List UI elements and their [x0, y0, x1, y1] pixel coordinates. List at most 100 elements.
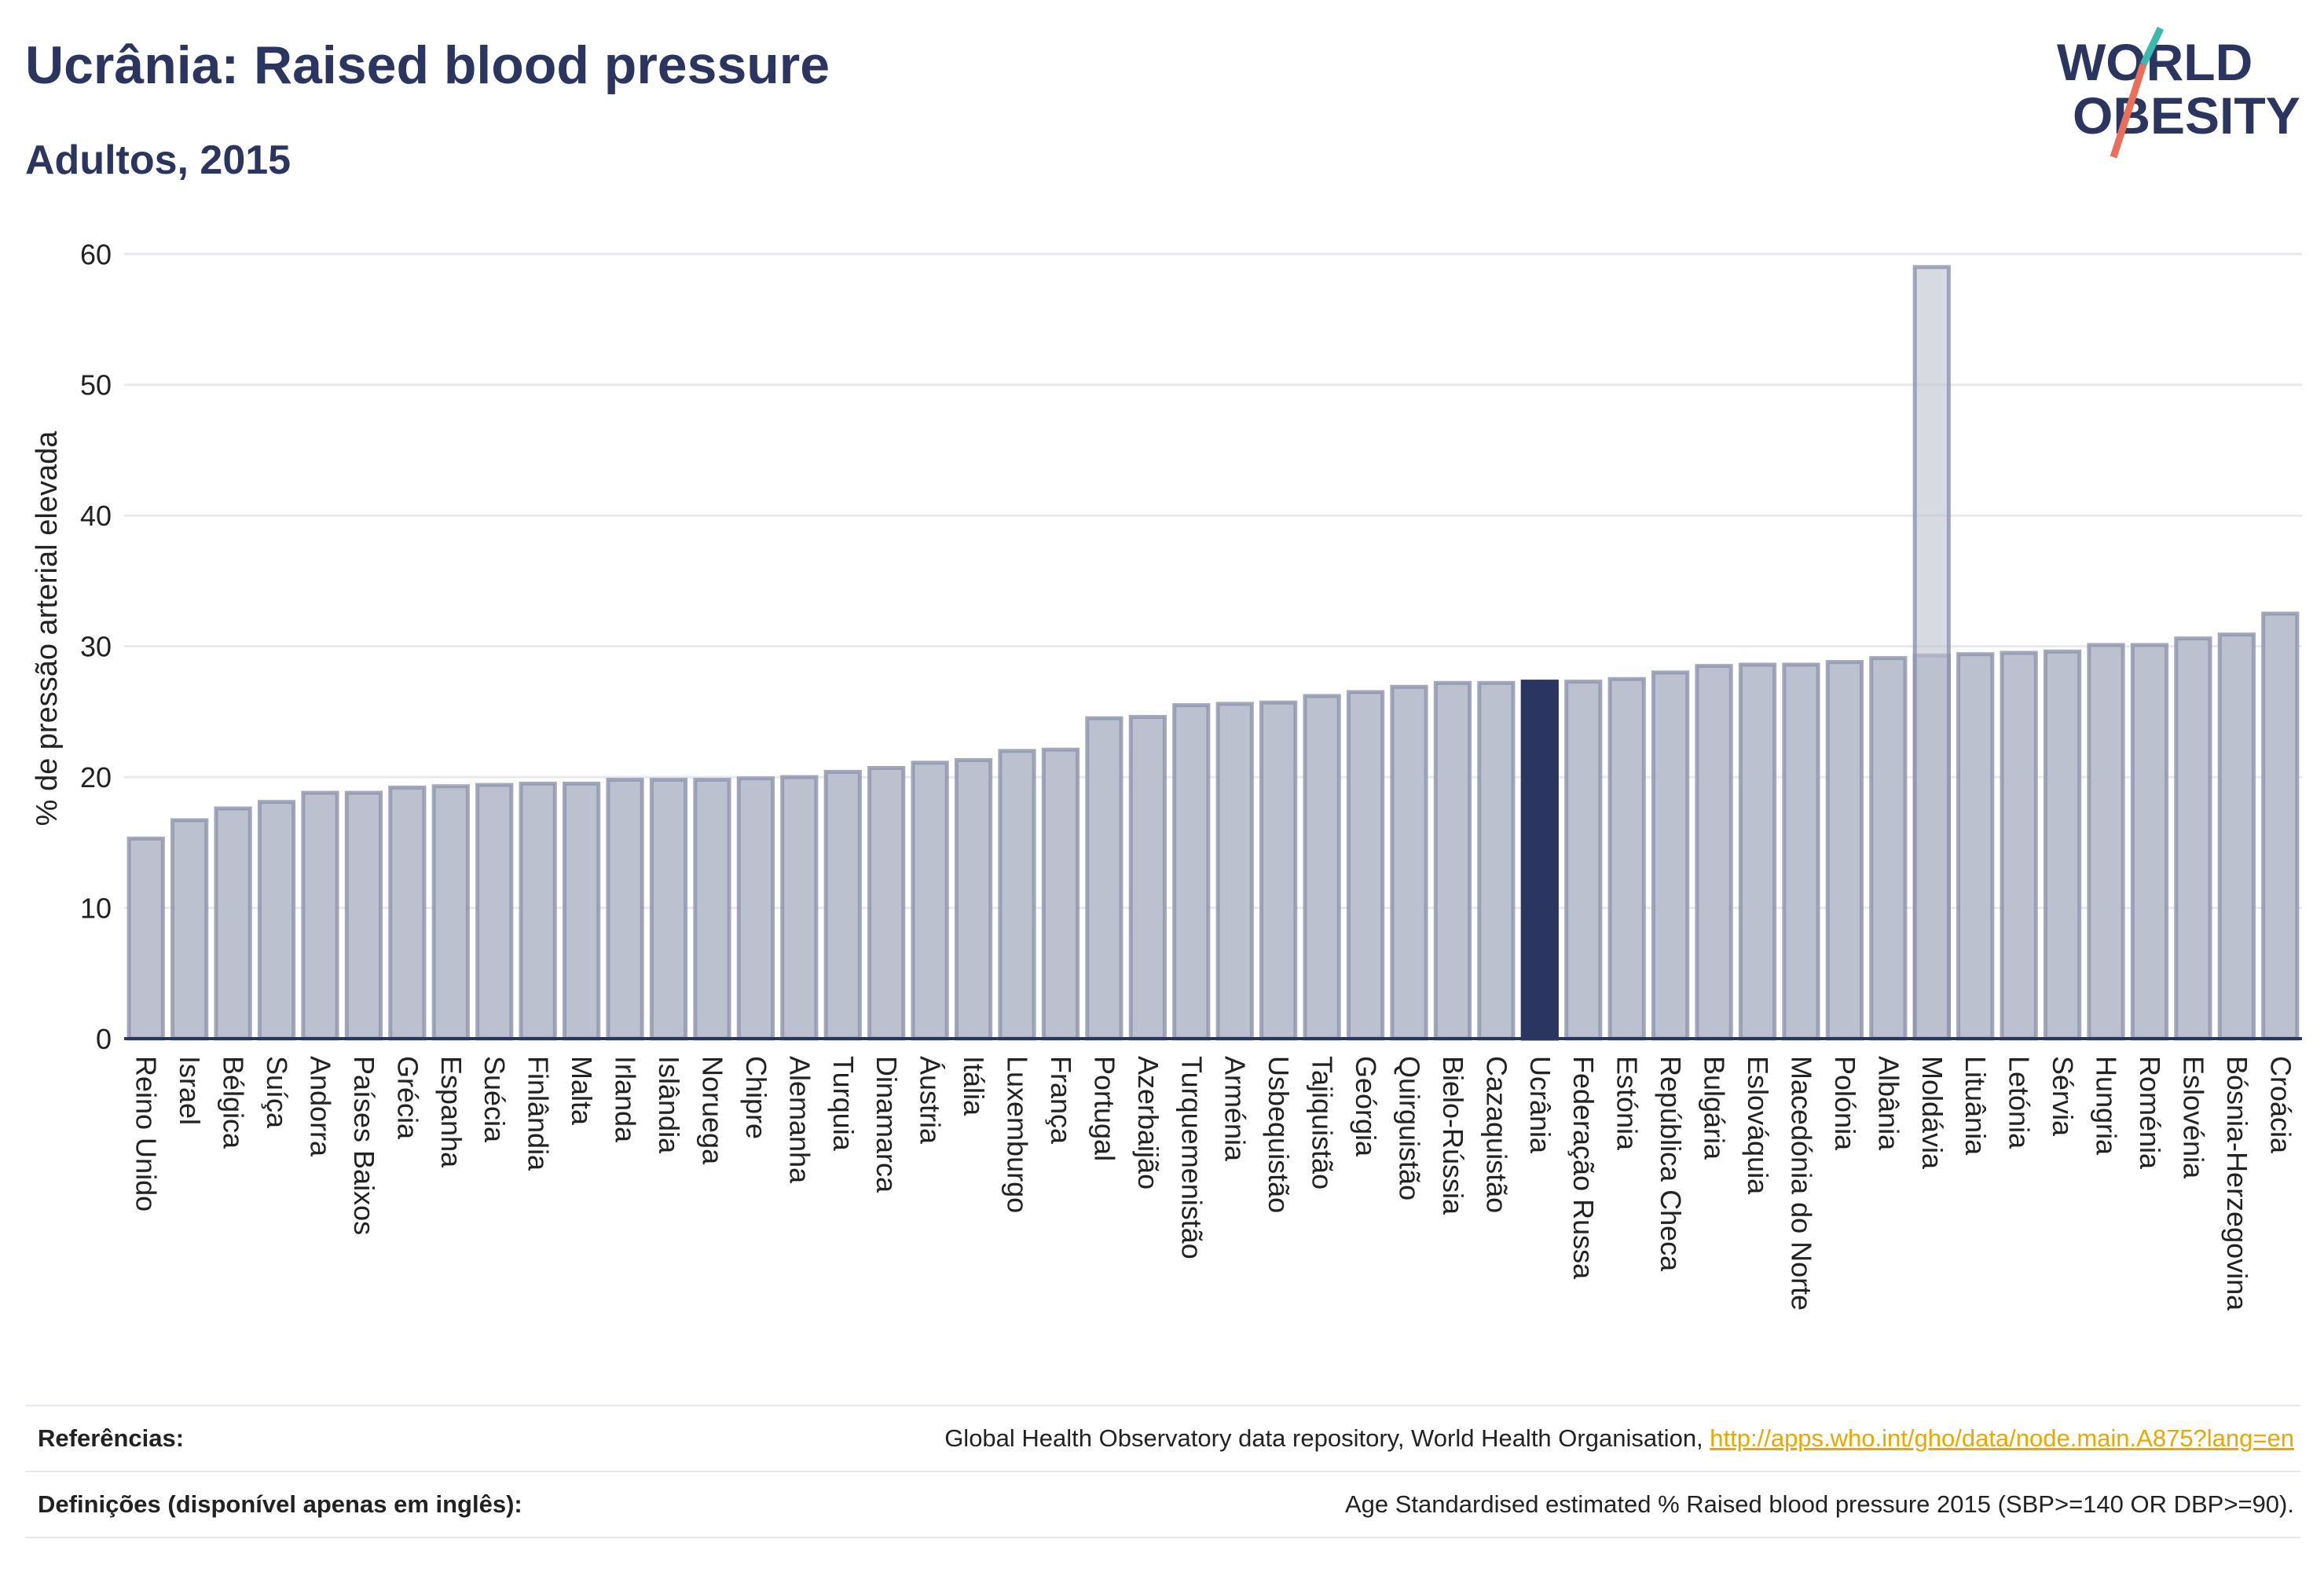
bar [431, 784, 470, 1041]
x-tick-label: Finlândia [522, 1056, 555, 1171]
x-tick-label: Ucrânia [1524, 1056, 1556, 1154]
x-tick-label: Arménia [1219, 1056, 1252, 1162]
bar [257, 800, 296, 1041]
x-tick-label: Hungria [2091, 1056, 2123, 1156]
bar [1390, 684, 1428, 1041]
bar [1215, 702, 1254, 1041]
logo-slash-lower [2110, 63, 2147, 159]
x-tick-label: Chipre [740, 1056, 772, 1139]
footer-divider-bottom [25, 1537, 2300, 1538]
bar [2000, 651, 2038, 1041]
y-tick-label: 40 [80, 500, 112, 532]
world-obesity-logo: WORLD OBESITY [2057, 27, 2300, 159]
bar [998, 749, 1036, 1041]
x-tick-label: Azerbaijão [1132, 1056, 1164, 1189]
x-tick-label: Andorra [304, 1056, 336, 1157]
y-tick-label: 20 [80, 761, 112, 793]
bar [736, 776, 775, 1041]
bar [2217, 632, 2256, 1041]
x-tick-label: Quirguistão [1393, 1056, 1425, 1200]
bar [1825, 660, 1864, 1041]
x-tick-label: Malta [566, 1056, 598, 1126]
bar [1041, 747, 1080, 1041]
x-tick-label: Suécia [478, 1056, 511, 1143]
footer-divider-top [25, 1405, 2300, 1406]
bar [1303, 694, 1341, 1041]
bar [519, 781, 557, 1041]
x-tick-label: França [1045, 1056, 1077, 1145]
references-link[interactable]: http://apps.who.int/gho/data/node.main.A… [1710, 1424, 2294, 1452]
x-tick-label: Federação Russa [1567, 1056, 1600, 1280]
chart-subtitle: Adultos, 2015 [25, 137, 291, 183]
x-tick-label: Sérvia [2047, 1056, 2079, 1137]
bar [2087, 643, 2125, 1041]
x-tick-label: Turquemenistão [1175, 1056, 1208, 1259]
y-tick-label: 60 [80, 238, 112, 270]
bar [1477, 680, 1516, 1041]
x-tick-label: Eslováquia [1742, 1056, 1774, 1195]
bar [649, 777, 688, 1041]
bar [126, 836, 165, 1041]
x-tick-label: Islândia [653, 1056, 685, 1154]
references-text: Global Health Observatory data repositor… [944, 1424, 1710, 1452]
x-tick-label: Geórgia [1350, 1056, 1382, 1157]
x-tick-label: Bielo-Rússia [1437, 1056, 1469, 1215]
definitions-text: Age Standardised estimated % Raised bloo… [1344, 1490, 2294, 1518]
bar [911, 761, 949, 1041]
y-axis-label: % de pressão arterial elevada [31, 431, 64, 826]
references-value: Global Health Observatory data repositor… [944, 1424, 2300, 1453]
bar [1651, 670, 1690, 1041]
bar [1607, 676, 1646, 1041]
x-tick-label: Cazaquistão [1480, 1056, 1512, 1213]
x-tick-label: Turquia [827, 1056, 860, 1152]
x-tick-label: Polónia [1829, 1056, 1861, 1151]
x-tick-label: Noruega [696, 1056, 728, 1165]
bar [562, 781, 601, 1041]
x-tick-label: Tajiquistão [1307, 1056, 1339, 1189]
x-tick-label: Itália [958, 1056, 990, 1116]
x-tick-label: Bósnia-Herzegovina [2221, 1056, 2253, 1311]
x-tick-label: Irlanda [610, 1056, 642, 1143]
bar [1085, 716, 1124, 1041]
x-tick-label: Suíça [261, 1056, 293, 1129]
x-tick-label: Moldávia [1916, 1056, 1948, 1170]
x-tick-label: Áustria [915, 1056, 947, 1145]
x-tick-label: República Checa [1655, 1056, 1687, 1272]
bar [2130, 643, 2169, 1041]
x-tick-label: Lituânia [1959, 1056, 1992, 1156]
references-label: Referências: [38, 1424, 185, 1452]
bar [388, 785, 427, 1041]
bar [867, 765, 906, 1041]
footer-divider-middle [25, 1471, 2300, 1472]
bar [344, 790, 383, 1041]
bar [2043, 649, 2082, 1041]
bar [2174, 636, 2212, 1041]
x-tick-label: Portugal [1088, 1056, 1120, 1161]
logo-line-2: OBESITY [2073, 86, 2300, 145]
x-tick-label: Reino Unido [130, 1056, 163, 1211]
bar [780, 775, 819, 1041]
bar [1128, 715, 1167, 1041]
x-tick-label: Macedónia do Norte [1785, 1056, 1817, 1310]
bar [693, 777, 731, 1041]
bar [954, 757, 993, 1041]
x-tick-label: Albânia [1872, 1056, 1904, 1151]
x-tick-label: Estónia [1611, 1056, 1644, 1151]
bar [1346, 690, 1385, 1041]
x-tick-label: Roménia [2134, 1056, 2166, 1170]
y-tick-label: 0 [96, 1023, 112, 1055]
bars [126, 265, 2300, 1041]
bar [1564, 680, 1603, 1041]
bar [2261, 611, 2300, 1041]
x-tick-label: Espanha [435, 1056, 467, 1168]
y-tick-label: 10 [80, 892, 112, 925]
y-tick-label: 30 [80, 631, 112, 663]
x-tick-label: Alemanha [783, 1056, 816, 1184]
bar-extra [1912, 265, 1951, 1041]
x-tick-label: Eslovénia [2177, 1056, 2209, 1179]
x-tick-label: Letónia [2003, 1056, 2036, 1149]
y-tick-label: 50 [80, 369, 112, 401]
bar [1738, 662, 1777, 1041]
x-tick-label: Croácia [2264, 1056, 2297, 1154]
bar [1782, 662, 1820, 1041]
